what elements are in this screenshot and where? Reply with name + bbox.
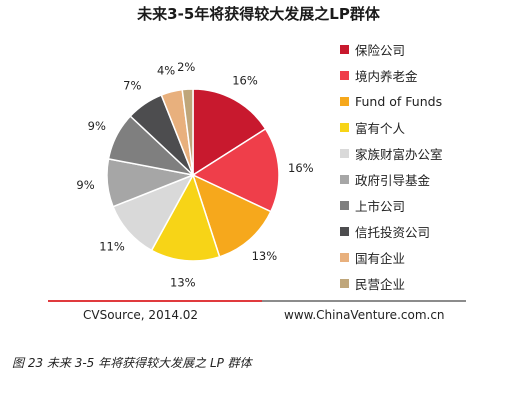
- source-label: CVSource, 2014.02: [83, 308, 199, 322]
- legend-swatch: [340, 278, 349, 288]
- legend-label: 上市公司: [355, 198, 406, 214]
- legend-label: 家族财富办公室: [355, 146, 443, 162]
- legend-label: Fund of Funds: [355, 93, 443, 109]
- divider-grey: [262, 300, 466, 302]
- legend-swatch: [340, 148, 349, 158]
- legend-swatch: [340, 96, 349, 106]
- legend-item-3: Fund of Funds: [340, 88, 443, 114]
- legend-swatch: [340, 122, 349, 132]
- data-label-4: 13%: [170, 276, 196, 290]
- source-website: www.ChinaVenture.com.cn: [284, 308, 445, 322]
- data-label-9: 4%: [157, 63, 175, 77]
- legend-item-9: 国有企业: [340, 244, 443, 270]
- legend-item-1: 保险公司: [340, 36, 443, 62]
- pie-slice-4: [150, 173, 221, 262]
- figure-caption: 图 23 未来 3-5 年将获得较大发展之 LP 群体: [12, 356, 252, 370]
- pie-slice-3: [191, 173, 272, 258]
- chart-title: 未来3-5年将获得较大发展之LP群体: [137, 5, 380, 23]
- legend-item-6: 政府引导基金: [340, 166, 443, 192]
- legend-label: 保险公司: [355, 42, 406, 58]
- data-label-7: 9%: [88, 119, 106, 133]
- legend-swatch: [340, 200, 349, 210]
- legend-item-4: 富有个人: [340, 114, 443, 140]
- pie-slice-2: [191, 127, 280, 213]
- chart-legend: 保险公司境内养老金 Fund of Funds 富有个人家族财富办公室 政府引导基金上…: [340, 36, 443, 296]
- data-label-3: 13%: [252, 249, 278, 263]
- legend-item-7: 上市公司: [340, 192, 443, 218]
- legend-item-2: 境内养老金: [340, 62, 443, 88]
- legend-item-5: 家族财富办公室: [340, 140, 443, 166]
- legend-swatch: [340, 226, 349, 236]
- legend-label: 国有企业: [355, 250, 406, 266]
- data-label-10: 2%: [177, 60, 195, 74]
- divider-red: [48, 300, 262, 302]
- pie-slice-10: [181, 88, 194, 176]
- data-label-6: 9%: [76, 178, 94, 192]
- data-label-1: 16%: [232, 73, 258, 87]
- legend-label: 信托投资公司: [355, 224, 431, 240]
- legend-label: 富有个人: [355, 120, 406, 136]
- data-label-8: 7%: [123, 79, 141, 93]
- legend-label: 境内养老金: [355, 68, 418, 84]
- legend-item-8: 信托投资公司: [340, 218, 443, 244]
- legend-swatch: [340, 44, 349, 54]
- pie-chart: 16% 16% 13% 13% 11% 9% 9% 7% 4% 2%: [76, 60, 314, 290]
- legend-label: 政府引导基金: [355, 172, 431, 188]
- legend-item-10: 民营企业: [340, 270, 443, 296]
- legend-swatch: [340, 174, 349, 184]
- legend-label: 民营企业: [355, 276, 406, 292]
- legend-swatch: [340, 70, 349, 80]
- legend-swatch: [340, 252, 349, 262]
- data-label-2: 16%: [288, 161, 314, 175]
- pie-slice-1: [192, 88, 267, 177]
- data-label-5: 11%: [99, 239, 125, 253]
